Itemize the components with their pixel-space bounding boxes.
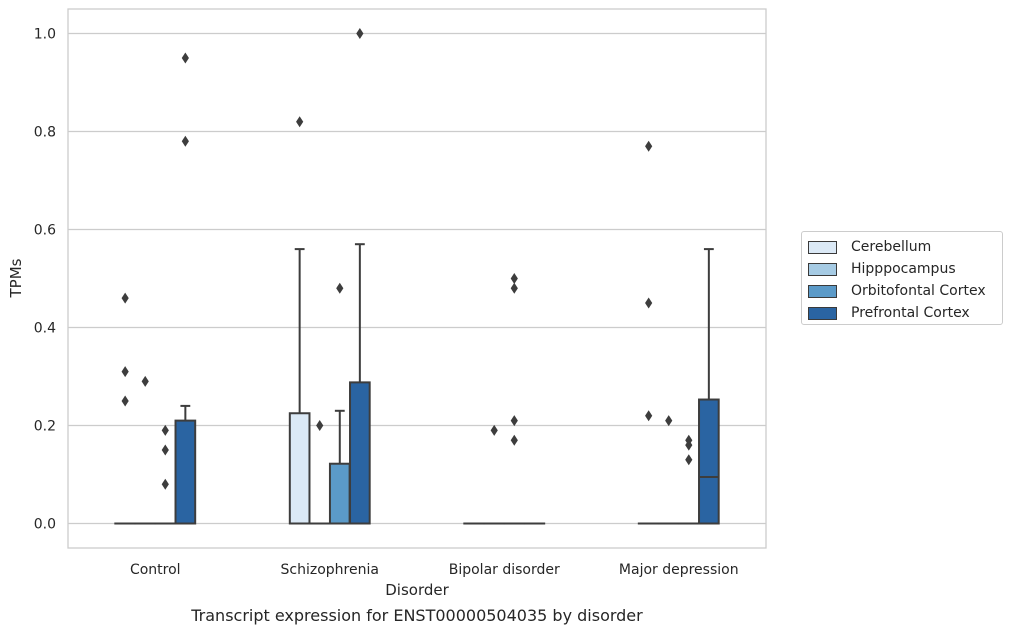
outlier-point	[316, 420, 324, 431]
tick-labels: 0.0 0.2 0.4 0.6 0.8 1.0 Control Schizophrenia Bi…	[34, 27, 739, 579]
legend-item: Prefrontal Cortex	[808, 302, 1002, 324]
outlier-point	[490, 424, 498, 436]
box-hipppocampus-2	[483, 424, 506, 525]
box-cerebellum-3	[637, 140, 660, 525]
outlier-point	[685, 439, 693, 451]
outlier-point	[121, 366, 129, 378]
y-tick-label: 0.4	[34, 321, 56, 337]
y-tick-label: 0.6	[34, 223, 56, 239]
box-orbitofontal-cortex-2	[503, 273, 526, 525]
box-body	[174, 419, 197, 525]
outlier-point	[645, 140, 653, 152]
legend-item: Cerebellum	[808, 236, 1002, 258]
legend-swatch	[808, 306, 837, 320]
outlier-point	[161, 424, 169, 436]
x-axis-title: Disorder	[385, 581, 449, 599]
legend-swatch	[808, 284, 837, 298]
outlier-point	[685, 454, 693, 466]
legend-label: Prefrontal Cortex	[851, 305, 970, 321]
legend-item: Hipppocampus	[808, 258, 1002, 280]
y-tick-label: 0.0	[34, 517, 56, 533]
outlier-point	[645, 297, 653, 309]
outlier-point	[181, 135, 189, 147]
outlier-point	[645, 410, 653, 422]
outlier-point	[510, 434, 518, 446]
box-prefrontal-cortex-3	[698, 248, 720, 525]
outlier-point	[121, 395, 129, 407]
x-tick-label: Control	[130, 562, 181, 578]
outlier-point	[510, 273, 518, 284]
y-tick-label: 1.0	[34, 27, 56, 43]
outlier-point	[510, 415, 518, 427]
box-body	[349, 381, 371, 525]
legend-label: Orbitofontal Cortex	[851, 283, 986, 299]
outlier-point	[510, 282, 518, 294]
legend-label: Cerebellum	[851, 239, 932, 255]
legend-swatch	[808, 240, 837, 254]
y-axis-title: TPMs	[7, 258, 25, 298]
box-body	[288, 412, 311, 525]
y-tick-label: 0.2	[34, 419, 56, 435]
box-layer	[114, 28, 720, 525]
legend-item: Orbitofontal Cortex	[808, 280, 1002, 302]
box-body	[698, 398, 720, 525]
box-prefrontal-cortex-1	[349, 28, 371, 525]
x-tick-label: Bipolar disorder	[449, 562, 560, 578]
outlier-point	[296, 116, 304, 128]
box-prefrontal-cortex-0	[174, 52, 197, 525]
plot-area	[67, 8, 767, 549]
box-cerebellum-1	[288, 116, 311, 525]
legend: Cerebellum Hipppocampus Orbitofontal Corte…	[801, 231, 1003, 325]
x-tick-label: Major depression	[619, 562, 739, 578]
legend-swatch	[808, 262, 837, 276]
outlier-point	[161, 444, 169, 456]
outlier-point	[141, 375, 149, 387]
x-tick-label: Schizophrenia	[281, 562, 379, 578]
figure-caption: Transcript expression for ENST0000050403…	[191, 606, 643, 625]
y-tick-label: 0.8	[34, 125, 56, 141]
outlier-point	[665, 415, 673, 427]
outlier-point	[161, 478, 169, 490]
outlier-point	[356, 28, 364, 39]
outlier-point	[181, 52, 189, 64]
legend-label: Hipppocampus	[851, 261, 956, 277]
outlier-point	[121, 292, 129, 304]
outlier-point	[336, 282, 344, 294]
box-body	[328, 462, 351, 525]
